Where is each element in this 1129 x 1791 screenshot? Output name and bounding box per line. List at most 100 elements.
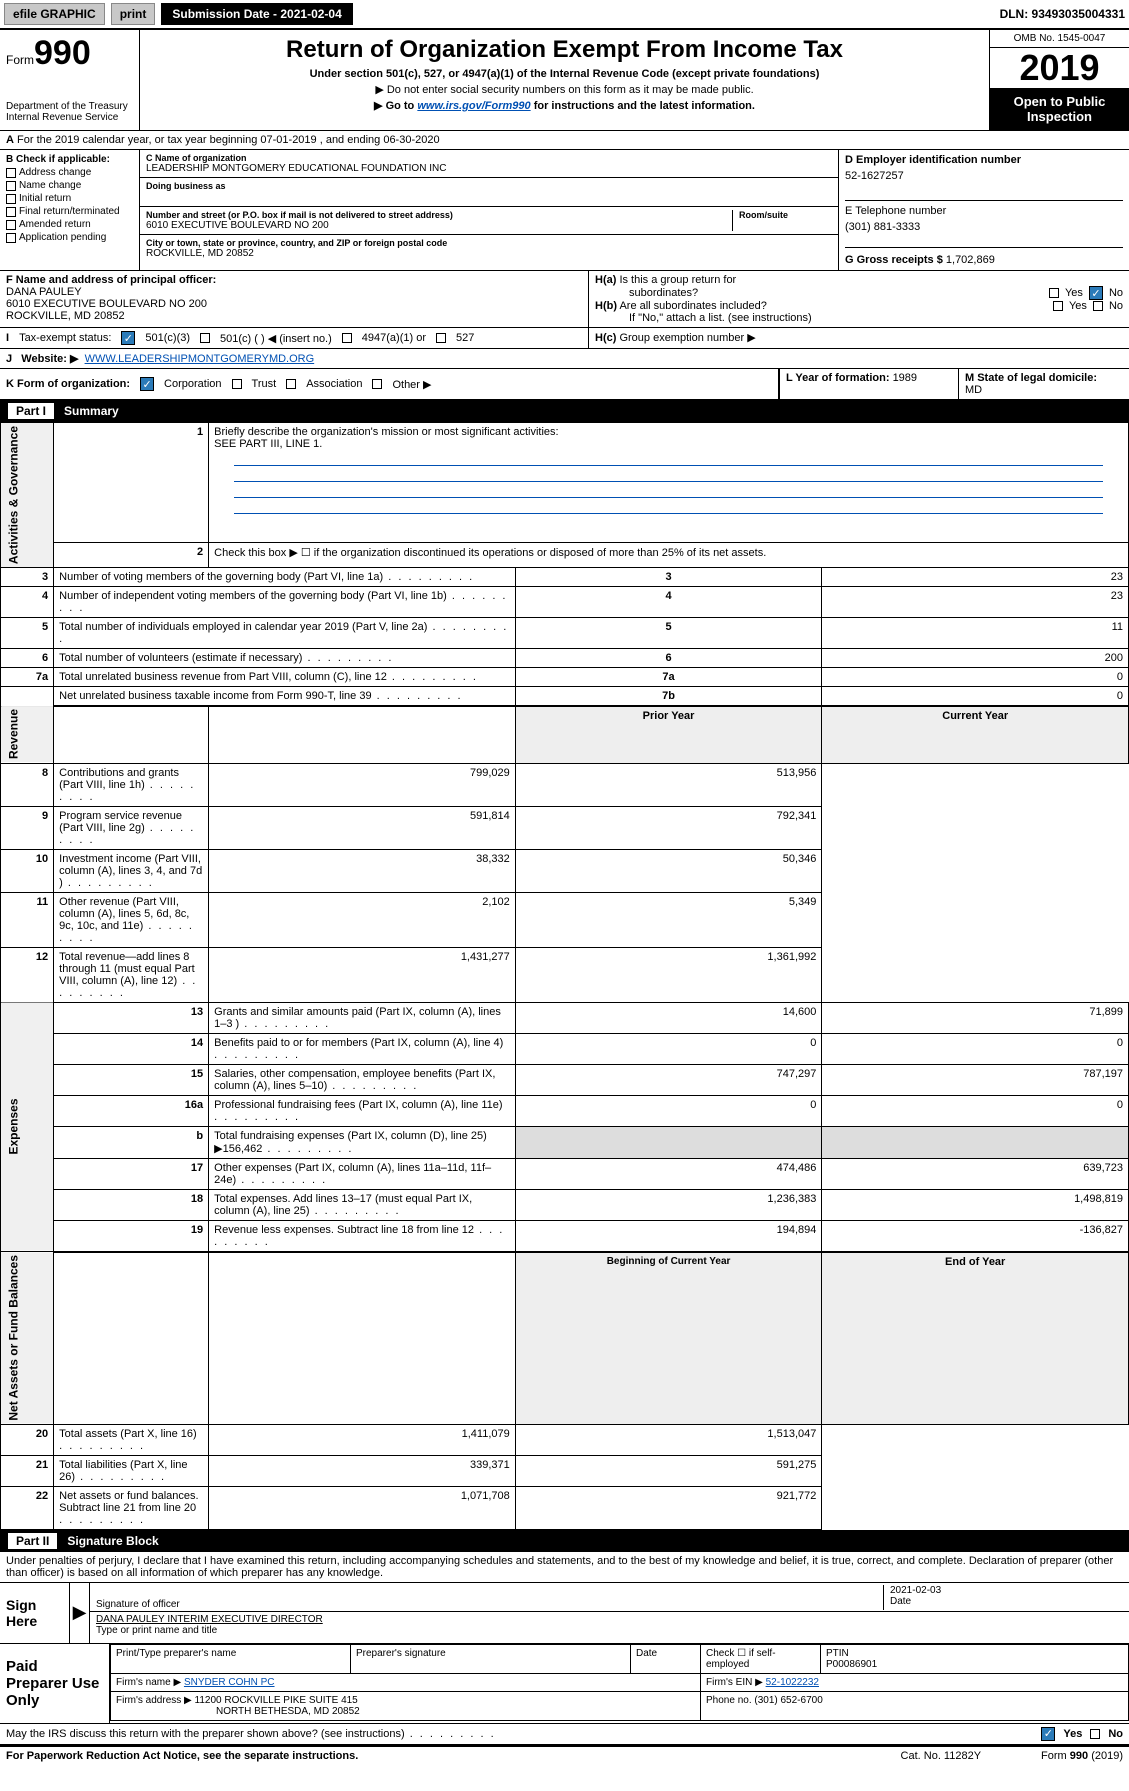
h-a-no-checkbox[interactable]: ✓ [1089,286,1103,300]
current-year-header: Current Year [822,706,1129,763]
prep-h2: Preparer's signature [351,1644,631,1673]
corp-checkbox[interactable]: ✓ [140,377,154,391]
paid-preparer-label: Paid Preparer Use Only [0,1644,110,1723]
form-subtitle-2: ▶ Do not enter social security numbers o… [148,83,981,96]
table-row: 11Other revenue (Part VIII, column (A), … [1,892,1129,947]
ein-value: 52-1627257 [845,170,1123,182]
room-label: Room/suite [739,210,832,220]
firm-phone-label: Phone no. [706,1695,754,1706]
501c-checkbox[interactable] [200,333,210,343]
box-f-label: F Name and address of principal officer: [6,274,582,286]
irs-label: Internal Revenue Service [6,112,133,123]
table-row: 12Total revenue—add lines 8 through 11 (… [1,947,1129,1002]
phone-value: (301) 881-3333 [845,221,1123,233]
firm-addr1: 11200 ROCKVILLE PIKE SUITE 415 [195,1695,358,1706]
top-toolbar: efile GRAPHIC print Submission Date - 20… [0,0,1129,30]
h-a-yes-checkbox[interactable] [1049,288,1059,298]
website-label: Website: ▶ [21,353,78,365]
checkbox-icon[interactable] [6,220,16,230]
firm-ein-link[interactable]: 52-1022232 [766,1677,819,1688]
h-a-label: H(a) Is this a group return for [595,274,736,286]
table-row: 20Total assets (Part X, line 16)1,411,07… [1,1424,1129,1455]
h-c-label: H(c) Group exemption number ▶ [595,332,756,344]
org-city: ROCKVILLE, MD 20852 [146,248,832,259]
dept-label: Department of the Treasury [6,101,133,112]
q1-value: SEE PART III, LINE 1. [214,438,322,450]
table-row: 4Number of independent voting members of… [1,587,1129,618]
box-b-item: Final return/terminated [6,206,133,217]
officer-name: DANA PAULEY [6,286,582,298]
org-address: 6010 EXECUTIVE BOULEVARD NO 200 [146,220,732,231]
irs-gov-link[interactable]: www.irs.gov/Form990 [417,100,530,112]
table-row: 21Total liabilities (Part X, line 26)339… [1,1455,1129,1486]
trust-checkbox[interactable] [232,379,242,389]
table-row: 8Contributions and grants (Part VIII, li… [1,763,1129,806]
submission-date-badge: Submission Date - 2021-02-04 [161,3,352,25]
type-name-label: Type or print name and title [96,1625,1123,1636]
ptin-label: PTIN [826,1648,849,1659]
side-label-netassets: Net Assets or Fund Balances [1,1252,54,1425]
summary-table: Activities & Governance 1 Briefly descri… [0,422,1129,1530]
sig-officer-label: Signature of officer [96,1599,883,1610]
assoc-checkbox[interactable] [286,379,296,389]
officer-addr1: 6010 EXECUTIVE BOULEVARD NO 200 [6,298,582,310]
box-b-item: Application pending [6,232,133,243]
table-row: 17Other expenses (Part IX, column (A), l… [1,1158,1129,1189]
officer-addr2: ROCKVILLE, MD 20852 [6,310,582,322]
checkbox-icon[interactable] [6,233,16,243]
firm-name-link[interactable]: SNYDER COHN PC [184,1677,275,1688]
501c3-checkbox[interactable]: ✓ [121,331,135,345]
table-row: Expenses13Grants and similar amounts pai… [1,1002,1129,1033]
discuss-yes-checkbox[interactable]: ✓ [1041,1727,1055,1741]
form-title: Return of Organization Exempt From Incom… [148,36,981,64]
tax-exempt-label: Tax-exempt status: [19,332,111,344]
table-row: 9Program service revenue (Part VIII, lin… [1,806,1129,849]
print-button[interactable]: print [111,3,156,25]
table-row: 3Number of voting members of the governi… [1,568,1129,587]
sig-date-label: Date [890,1596,1123,1607]
side-label-governance: Activities & Governance [1,423,54,568]
form-subtitle-1: Under section 501(c), 527, or 4947(a)(1)… [148,68,981,80]
527-checkbox[interactable] [436,333,446,343]
perjury-declaration: Under penalties of perjury, I declare th… [0,1552,1129,1582]
firm-addr2: NORTH BETHESDA, MD 20852 [116,1706,360,1717]
h-b-no-checkbox[interactable] [1093,301,1103,311]
table-row: 6Total number of volunteers (estimate if… [1,649,1129,668]
org-name: LEADERSHIP MONTGOMERY EDUCATIONAL FOUNDA… [146,163,832,174]
checkbox-icon[interactable] [6,168,16,178]
prep-h4: Check ☐ if self-employed [701,1644,821,1673]
box-e-label: E Telephone number [845,205,1123,217]
sig-date-value: 2021-02-03 [890,1585,1123,1596]
form-footer: Form 990 (2019) [1041,1750,1123,1762]
form-number: Form990 [6,34,133,73]
table-row: 18Total expenses. Add lines 13–17 (must … [1,1189,1129,1220]
side-label-revenue: Revenue [1,706,54,763]
dln-label: DLN: 93493035004331 [1000,7,1125,21]
h-b-label: H(b) Are all subordinates included? [595,300,767,312]
discuss-question: May the IRS discuss this return with the… [6,1728,496,1740]
other-checkbox[interactable] [372,379,382,389]
discuss-no-checkbox[interactable] [1090,1729,1100,1739]
cat-no: Cat. No. 11282Y [901,1750,982,1762]
checkbox-icon[interactable] [6,207,16,217]
checkbox-icon[interactable] [6,181,16,191]
table-row: 19Revenue less expenses. Subtract line 1… [1,1220,1129,1252]
prior-year-header: Prior Year [515,706,822,763]
row-a-tax-year: A For the 2019 calendar year, or tax yea… [0,131,1129,150]
paid-preparer-block: Paid Preparer Use Only Print/Type prepar… [0,1643,1129,1723]
table-row: 22Net assets or fund balances. Subtract … [1,1486,1129,1529]
table-row: Net unrelated business taxable income fr… [1,687,1129,707]
table-row: 7aTotal unrelated business revenue from … [1,668,1129,687]
efile-graphic-button[interactable]: efile GRAPHIC [4,3,105,25]
4947-checkbox[interactable] [342,333,352,343]
firm-name-label: Firm's name ▶ [116,1677,181,1688]
q1-text: Briefly describe the organization's miss… [214,426,558,438]
table-row: bTotal fundraising expenses (Part IX, co… [1,1126,1129,1158]
discuss-row: May the IRS discuss this return with the… [0,1723,1129,1746]
box-d-label: D Employer identification number [845,154,1123,166]
website-link[interactable]: WWW.LEADERSHIPMONTGOMERYMD.ORG [85,353,315,365]
h-b-yes-checkbox[interactable] [1053,301,1063,311]
table-row: 14Benefits paid to or for members (Part … [1,1033,1129,1064]
checkbox-icon[interactable] [6,194,16,204]
officer-name-title: DANA PAULEY INTERIM EXECUTIVE DIRECTOR [96,1614,1123,1625]
